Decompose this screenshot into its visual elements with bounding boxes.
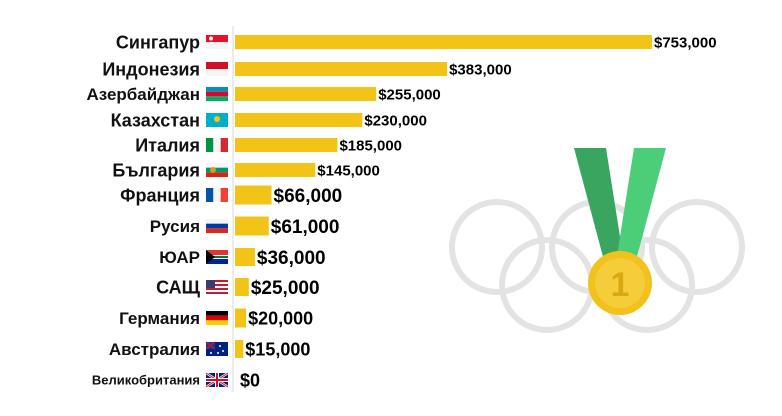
country-label: Индонезия <box>102 59 200 79</box>
flag-france-icon <box>206 188 228 202</box>
country-label: САЩ <box>156 277 201 297</box>
country-label: Азербайджан <box>86 85 200 104</box>
bar <box>235 340 244 358</box>
bar <box>235 62 448 76</box>
value-label: $230,000 <box>364 112 427 129</box>
flag-russia-icon <box>206 219 228 233</box>
flag-south-africa-icon <box>206 250 228 264</box>
value-label: $145,000 <box>317 162 380 179</box>
country-label: България <box>112 160 200 180</box>
value-label: $61,000 <box>271 217 340 238</box>
flag-singapore-icon <box>206 35 228 49</box>
flag-italy-icon <box>206 138 228 152</box>
bar <box>235 278 249 296</box>
value-label: $185,000 <box>339 137 402 154</box>
bar <box>235 35 652 49</box>
bar <box>235 138 338 152</box>
country-label: Италия <box>135 135 200 155</box>
value-label: $36,000 <box>257 248 326 269</box>
value-label: $66,000 <box>274 186 343 207</box>
flag-indonesia-icon <box>206 62 228 76</box>
flag-azerbaijan-icon <box>206 87 228 101</box>
country-label: Германия <box>119 309 200 328</box>
bar <box>235 308 247 328</box>
flag-germany-icon <box>206 311 228 325</box>
bar <box>235 216 269 236</box>
flag-usa-icon <box>206 280 228 294</box>
country-label: Франция <box>120 185 200 205</box>
flag-kazakhstan-icon <box>206 113 228 127</box>
country-label: ЮАР <box>159 248 200 267</box>
gold-medal-icon: 1 <box>574 148 666 315</box>
bar <box>235 163 316 177</box>
value-label: $25,000 <box>251 278 320 299</box>
value-label: $0 <box>240 370 260 390</box>
bar <box>235 248 255 266</box>
value-label: $20,000 <box>248 308 313 328</box>
flag-uk-icon <box>205 371 229 389</box>
country-label: Казахстан <box>111 110 200 130</box>
bar <box>235 185 272 205</box>
value-label: $383,000 <box>449 61 512 78</box>
bar <box>235 113 363 127</box>
flag-australia-icon <box>205 341 228 356</box>
value-label: $753,000 <box>654 34 717 51</box>
flag-bulgaria-icon <box>206 163 228 177</box>
medal-number: 1 <box>611 266 630 304</box>
country-label: Русия <box>150 217 200 236</box>
country-label: Сингапур <box>116 32 200 52</box>
country-label: Австралия <box>109 340 200 359</box>
country-label: Великобритания <box>92 373 200 388</box>
bar <box>235 87 377 101</box>
value-label: $255,000 <box>378 86 441 103</box>
value-label: $15,000 <box>245 339 310 359</box>
